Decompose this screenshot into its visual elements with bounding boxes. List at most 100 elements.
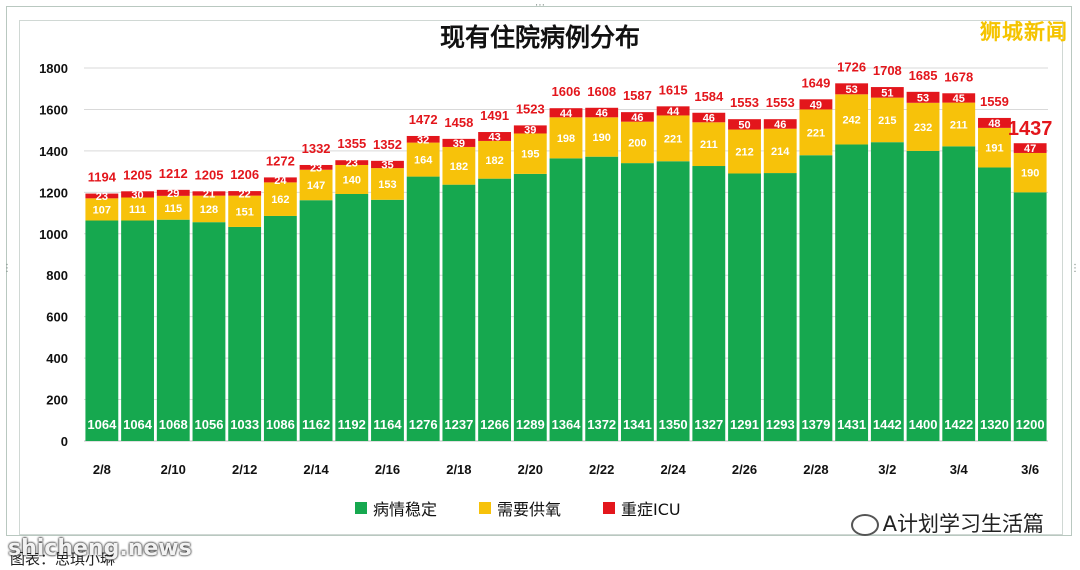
total-label: 1194 [88,170,117,185]
bar-segment [620,121,654,164]
bar-segment [263,182,297,216]
chart-caption: 图表：思琪小琳 [10,550,116,568]
stable-data-label: 1289 [516,417,545,432]
bar-segment [942,102,976,147]
bar-segment [799,99,833,110]
bar-segment [763,128,797,174]
icu-data-label: 51 [881,87,893,99]
oxygen-data-label: 107 [93,204,111,216]
bar-segment [692,122,726,167]
bar-segment [835,94,869,145]
bar-segment [1013,152,1047,193]
bar-segment [406,176,440,441]
total-label: 1332 [302,141,331,156]
chart-frame-inner [19,20,1063,535]
icu-data-label: 48 [988,118,1000,130]
x-tick-label: 2/16 [375,462,400,477]
total-label: 1206 [230,167,259,182]
x-tick-label: 2/8 [93,462,111,477]
bar-segment [870,97,904,143]
bar-segment [549,117,583,159]
wechat-account-label: A计划学习生活篇 [882,512,1044,536]
stable-data-label: 1064 [123,417,153,432]
icu-data-label: 46 [596,108,608,120]
resize-handle-left[interactable]: ⋮ [2,263,12,274]
x-tick-label: 2/24 [660,462,686,477]
bar-segment [728,173,761,441]
total-label: 1355 [337,136,366,151]
bar-segment [1013,143,1047,153]
total-label: 1491 [480,108,509,123]
bar-segment [835,83,869,95]
bar-segment [478,132,512,141]
bar-segment [549,108,583,118]
oxygen-data-label: 182 [485,155,503,167]
oxygen-data-label: 212 [735,147,753,159]
icu-data-label: 50 [738,119,750,131]
legend-swatch-icu [603,502,616,514]
bar-segment [156,195,190,220]
stable-data-label: 1162 [302,417,330,432]
oxygen-data-label: 221 [807,127,825,139]
bar-segment [228,226,262,441]
x-tick-label: 3/4 [950,462,969,477]
icu-data-label: 39 [453,138,465,150]
stable-data-label: 1068 [159,417,188,432]
y-tick-label: 800 [46,268,68,283]
bar-segment [978,167,1011,441]
bar-segment [299,169,333,201]
bar-segment [121,197,154,221]
stable-data-label: 1064 [87,417,117,432]
icu-data-label: 53 [917,92,929,104]
resize-handle-top[interactable]: ⋯ [535,0,545,11]
bar-segment [513,173,547,441]
stable-data-label: 1327 [694,417,723,432]
icu-data-label: 29 [167,188,179,200]
total-label: 1608 [587,84,616,99]
bar-segment [192,222,226,441]
oxygen-data-label: 115 [164,203,182,215]
bar-segment [656,161,690,441]
oxygen-data-label: 111 [129,204,146,216]
oxygen-data-label: 190 [593,132,611,144]
legend: 病情稳定 需要供氧 重症ICU [355,496,681,520]
oxygen-data-label: 221 [664,133,682,145]
bar-segment [620,163,654,442]
y-tick-label: 0 [61,434,68,449]
y-tick-label: 600 [46,310,68,325]
bar-segment [228,195,262,227]
stable-data-label: 1372 [587,417,616,432]
legend-item-icu: 重症ICU [603,496,681,520]
bar-segment [371,199,404,441]
stable-data-label: 1400 [909,417,938,432]
stable-data-label: 1364 [552,417,582,432]
bar-segment [192,195,226,223]
oxygen-data-label: 151 [235,206,253,218]
icu-data-label: 44 [560,108,573,120]
brand-logo: 狮城新闻 [980,20,1068,44]
stable-data-label: 1086 [266,417,295,432]
wechat-icon [850,514,879,536]
bar-segment [442,146,476,185]
total-label: 1708 [873,63,902,78]
bar-segment [335,160,369,165]
icu-data-label: 44 [667,106,680,118]
resize-handle-right[interactable]: ⋮ [1070,263,1080,274]
icu-data-label: 32 [417,134,429,146]
icu-data-label: 39 [524,124,536,136]
bar-segment [585,156,619,442]
stable-data-label: 1350 [659,417,688,432]
legend-label-icu: 重症ICU [621,500,681,519]
stable-data-label: 1237 [444,417,473,432]
bar-segment [1013,192,1047,441]
bar-segment [906,102,940,151]
oxygen-data-label: 140 [343,174,361,186]
icu-data-label: 23 [310,162,322,174]
x-tick-label: 2/12 [232,462,257,477]
icu-data-label: 53 [846,84,858,96]
bar-segment [656,106,690,116]
bar-segment [763,173,797,442]
stable-data-label: 1442 [873,417,902,432]
bar-segment [978,117,1011,128]
